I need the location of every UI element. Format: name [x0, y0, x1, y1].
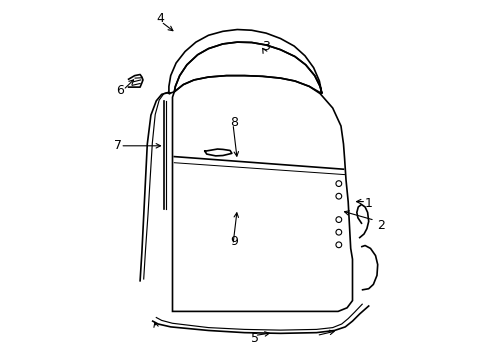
- Text: 4: 4: [156, 12, 163, 24]
- Text: 7: 7: [114, 139, 122, 152]
- Text: 3: 3: [262, 40, 269, 53]
- Text: 9: 9: [229, 235, 237, 248]
- Text: 5: 5: [251, 332, 259, 345]
- Text: 1: 1: [364, 197, 372, 210]
- Text: 6: 6: [116, 84, 124, 96]
- Text: 8: 8: [229, 116, 237, 129]
- Text: 2: 2: [377, 219, 385, 231]
